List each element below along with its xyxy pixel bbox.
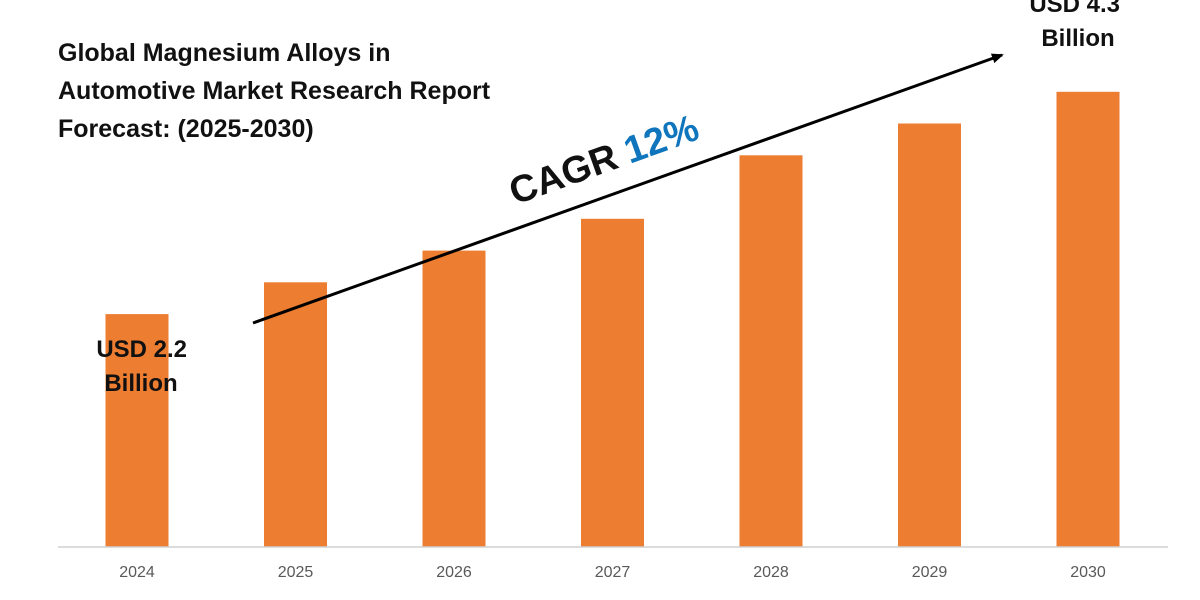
x-tick-label-2027: 2027 [595,564,631,581]
x-tick-label-2028: 2028 [753,564,789,581]
chart-title: Global Magnesium Alloys in Automotive Ma… [58,34,578,148]
bar-2027 [581,218,644,548]
bar-2028 [739,155,803,548]
title-line-2: Automotive Market Research Report [58,77,491,105]
start-value-line-1: USD 2.2 [96,336,187,363]
end-value-label: USD 4.3 Billion [1029,0,1126,52]
cagr-prefix: CAGR [504,136,623,213]
x-tick-label-2025: 2025 [278,564,314,581]
start-value-label: USD 2.2 Billion [96,336,193,397]
x-tick-label-2029: 2029 [912,564,948,581]
bar-2029 [898,123,961,547]
cagr-value: 12% [619,107,705,172]
bar-2025 [264,282,327,547]
bar-2024 [105,314,169,547]
x-tick-label-2024: 2024 [119,564,155,581]
title-line-3: Forecast: (2025-2030) [58,115,314,143]
start-value-line-2: Billion [104,370,177,397]
end-value-line-1: USD 4.3 [1029,0,1120,18]
x-tick-labels: 2024 2025 2026 2027 2028 2029 2030 [119,564,1106,581]
bar-2030 [1056,91,1120,548]
cagr-trend-arrow [252,53,1004,325]
end-value-line-2: Billion [1041,25,1114,52]
title-line-1: Global Magnesium Alloys in [58,39,391,67]
bars-layer [105,91,1120,548]
x-tick-label-2026: 2026 [436,564,472,581]
x-tick-label-2030: 2030 [1070,564,1106,581]
bar-2026 [422,250,486,547]
